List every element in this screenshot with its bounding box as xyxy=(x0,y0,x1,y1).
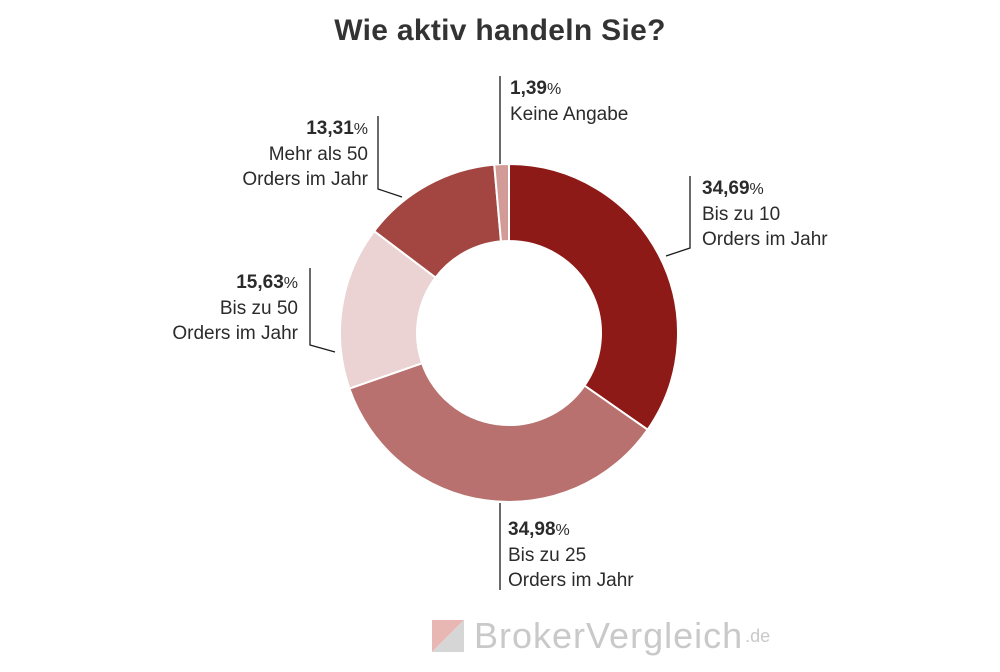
brand-watermark: BrokerVergleich .de xyxy=(432,615,771,656)
donut-slice-1 xyxy=(508,162,679,432)
slice-label-1: 34,69% Bis zu 10 Orders im Jahr xyxy=(702,178,828,250)
donut-slice-5 xyxy=(493,162,510,243)
donut-slice-2 xyxy=(348,361,650,503)
brand-name: BrokerVergleich xyxy=(474,615,744,656)
brand-suffix: .de xyxy=(745,625,771,646)
slice-label-2: 34,98% Bis zu 25 Orders im Jahr xyxy=(508,519,634,591)
slice-label-4: 13,31% Mehr als 50 Orders im Jahr xyxy=(242,118,368,190)
leader-line-1 xyxy=(665,176,691,257)
brand-logo-icon xyxy=(432,620,464,652)
leader-line-4 xyxy=(377,116,403,198)
slice-label-5: 1,39% Keine Angabe xyxy=(510,78,629,125)
slice-label-3: 15,63% Bis zu 50 Orders im Jahr xyxy=(172,272,298,344)
chart-title: Wie aktiv handeln Sie? xyxy=(334,14,666,47)
leader-line-3 xyxy=(309,268,336,353)
